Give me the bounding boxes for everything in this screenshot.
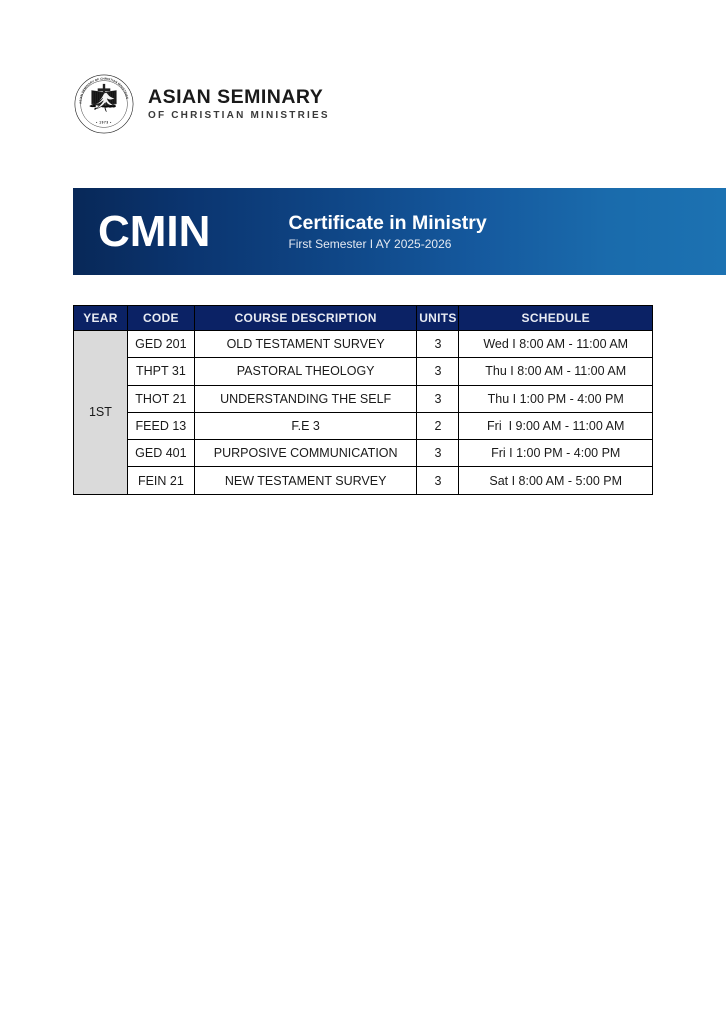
svg-text:• 1973 •: • 1973 • — [96, 121, 112, 125]
